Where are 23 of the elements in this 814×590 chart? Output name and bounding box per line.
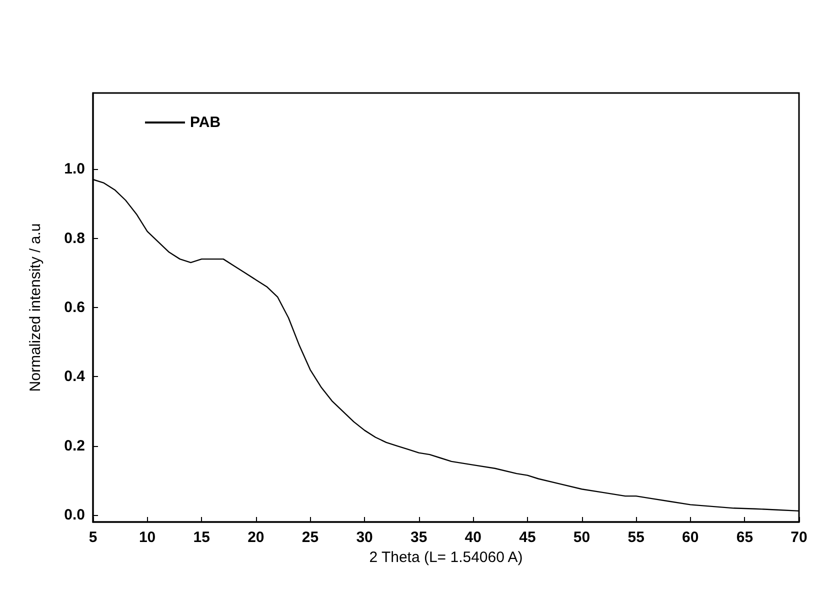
x-tick-label: 20 bbox=[248, 529, 264, 546]
y-tick-label: 0.4 bbox=[64, 368, 86, 386]
y-tick-label: 0.8 bbox=[64, 230, 85, 247]
x-tick-label: 5 bbox=[88, 529, 98, 546]
x-tick-label: 45 bbox=[519, 529, 536, 546]
y-axis-title: Normalized intensity / a.u bbox=[27, 223, 44, 392]
x-tick-label: 60 bbox=[682, 529, 699, 546]
x-axis-title: 2 Theta (L= 1.54060 A) bbox=[369, 549, 523, 566]
x-tick-label: 70 bbox=[790, 529, 808, 546]
x-tick-label: 50 bbox=[573, 529, 590, 546]
x-tick-label: 40 bbox=[464, 529, 482, 546]
legend-label: PAB bbox=[190, 114, 221, 131]
x-tick-label: 65 bbox=[736, 529, 754, 546]
x-tick-label: 15 bbox=[193, 529, 210, 546]
y-tick-label: 0.2 bbox=[64, 437, 85, 454]
x-tick-label: 55 bbox=[628, 529, 644, 546]
x-tick-label: 30 bbox=[356, 529, 373, 546]
x-tick-label: 25 bbox=[302, 529, 319, 546]
x-tick-label: 10 bbox=[138, 529, 156, 546]
x-tick-label: 35 bbox=[410, 529, 428, 546]
y-tick-label: 0.0 bbox=[64, 506, 85, 524]
y-tick-label: 1.0 bbox=[64, 160, 85, 178]
y-tick-label: 0.6 bbox=[64, 299, 85, 316]
